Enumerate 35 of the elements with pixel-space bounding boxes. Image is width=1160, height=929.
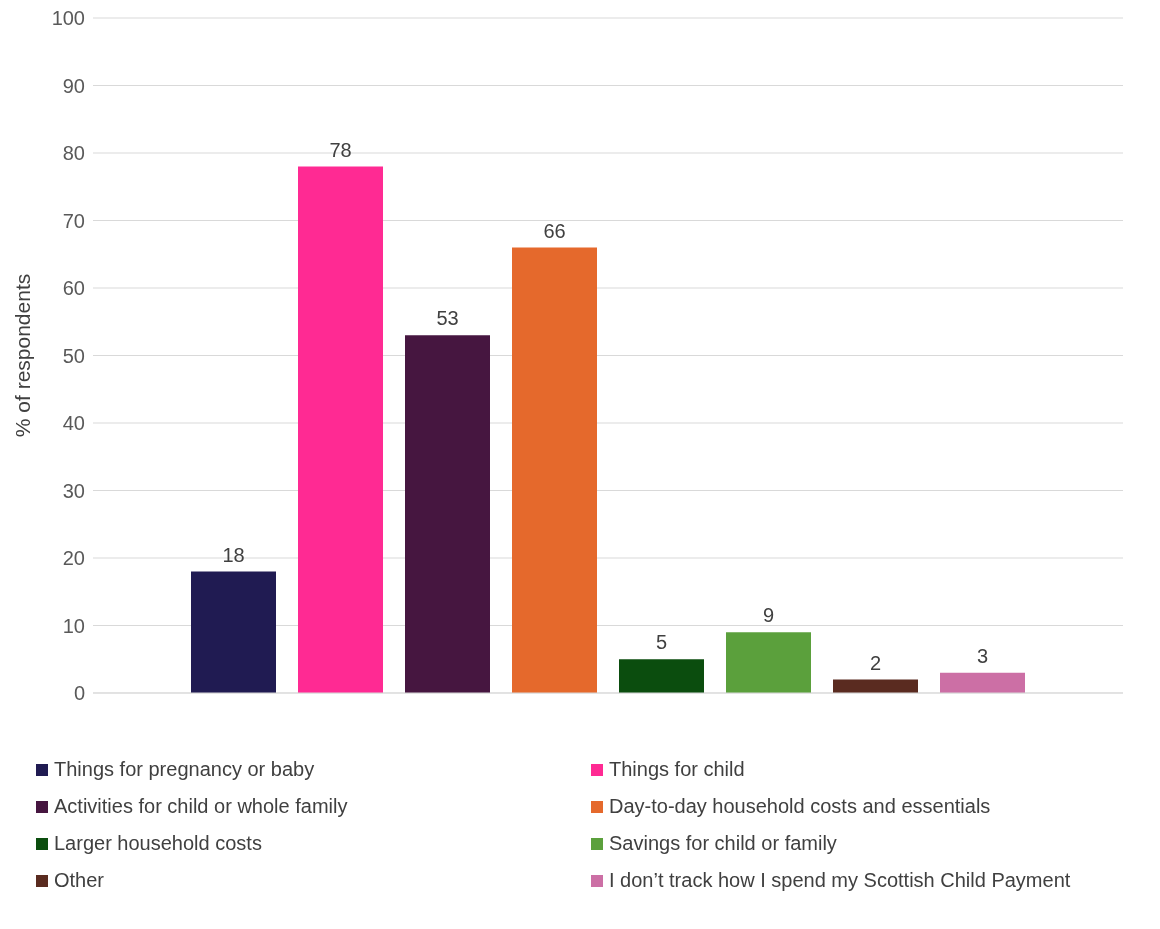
legend-label: Other (54, 869, 105, 892)
data-label: 18 (222, 543, 245, 566)
bar (405, 335, 490, 693)
bar (191, 571, 276, 693)
bar (940, 672, 1025, 693)
y-tick-label: 20 (62, 547, 85, 570)
y-tick-label: 90 (62, 74, 85, 97)
legend-label: Things for child (609, 758, 745, 781)
bar (512, 247, 597, 693)
y-tick-label: 30 (62, 479, 85, 502)
bar (619, 659, 704, 693)
data-label: 9 (762, 604, 775, 627)
y-tick-label: 100 (51, 7, 85, 30)
data-label: 2 (869, 651, 882, 674)
legend-label: Activities for child or whole family (54, 795, 348, 818)
legend-label: I don’t track how I spend my Scottish Child Payment (609, 869, 1071, 892)
y-axis-title: % of respondents (11, 273, 35, 438)
y-tick-label: 60 (62, 277, 85, 300)
y-tick-label: 80 (62, 142, 85, 165)
data-label: 3 (976, 644, 989, 667)
y-tick-label: 10 (62, 614, 85, 637)
y-tick-label: 50 (62, 344, 85, 367)
data-label: 53 (436, 307, 459, 330)
legend-label: Larger household costs (54, 832, 262, 855)
data-label: 66 (543, 219, 566, 242)
data-label: 5 (655, 631, 668, 654)
bar (298, 166, 383, 693)
y-tick-label: 40 (62, 412, 85, 435)
legend-label: Day-to-day household costs and essentials (609, 795, 991, 818)
y-tick-label: 70 (62, 209, 85, 232)
bar (726, 632, 811, 693)
legend-label: Things for pregnancy or baby (54, 758, 315, 781)
legend-label: Savings for child or family (609, 832, 837, 855)
y-tick-label: 0 (73, 682, 85, 705)
data-label: 78 (329, 138, 352, 161)
